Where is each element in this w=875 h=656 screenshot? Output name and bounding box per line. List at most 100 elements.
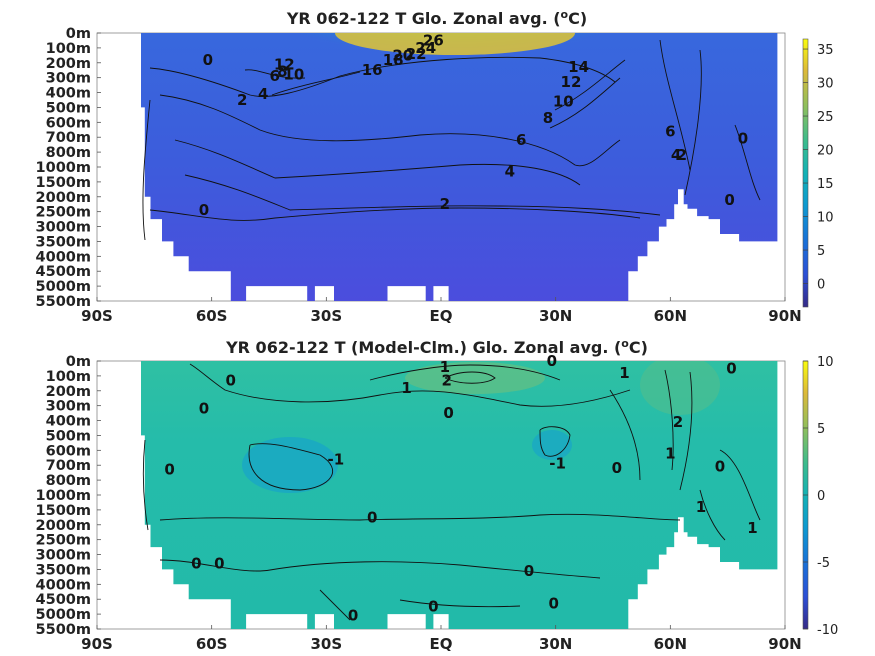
contour-label: 0 xyxy=(547,352,557,370)
y-tick-label: 3500m xyxy=(36,234,91,250)
y-tick-label: 400m xyxy=(46,86,91,102)
contour-label: 1 xyxy=(665,444,675,462)
y-axis: 0m100m200m300m400m500m600m700m800m1000m1… xyxy=(36,26,101,310)
x-tick-label: 90N xyxy=(768,635,801,653)
colorbar-tick-label: 25 xyxy=(817,110,834,125)
contour-label: 0 xyxy=(191,554,201,572)
temperature-field xyxy=(141,33,778,301)
contour-label: 0 xyxy=(724,191,734,209)
contour-label: 4 xyxy=(505,162,515,180)
colorbar-tick-label: 10 xyxy=(817,355,834,370)
contour-label: 2 xyxy=(673,413,683,431)
y-tick-label: 2500m xyxy=(36,205,91,221)
y-tick-label: 100m xyxy=(46,369,91,385)
colorbar-tick-label: 20 xyxy=(817,144,834,159)
y-tick-label: 1000m xyxy=(36,488,91,504)
contour-label: 1 xyxy=(401,379,411,397)
contour-label: 6 xyxy=(665,122,675,140)
y-tick-label: 800m xyxy=(46,473,91,489)
contour-label: 26 xyxy=(423,31,444,49)
x-tick-label: 60S xyxy=(196,635,228,653)
colorbar-tick-label: -10 xyxy=(817,623,838,638)
x-axis: 90S 60S 30S EQ 30N 60N 90N xyxy=(81,625,802,653)
y-tick-label: 1500m xyxy=(36,503,91,519)
contour-label: 2 xyxy=(677,146,687,164)
x-tick-label: 90N xyxy=(768,307,801,325)
contour-label: 0 xyxy=(203,51,213,69)
colorbar-tick-label: 0 xyxy=(817,489,825,504)
contour-label: 2 xyxy=(442,371,452,389)
contour-label: 14 xyxy=(568,58,589,76)
contour-label: 0 xyxy=(348,607,358,625)
contour-label: 1 xyxy=(747,519,757,537)
colorbar xyxy=(802,38,809,308)
y-tick-label: 300m xyxy=(46,399,91,415)
panel-title: YR 062-122 T (Model-Clm.) Glo. Zonal avg… xyxy=(225,337,648,357)
contour-label: 24 xyxy=(415,39,436,57)
y-tick-label: 4500m xyxy=(36,592,91,608)
y-tick-label: 4000m xyxy=(36,577,91,593)
contour-label: 0 xyxy=(214,554,224,572)
contour-label: 2 xyxy=(440,195,450,213)
colorbar-tick-label: -5 xyxy=(817,556,830,571)
contour-label: 1 xyxy=(619,364,629,382)
y-tick-label: 4500m xyxy=(36,264,91,280)
x-tick-label: 30N xyxy=(539,635,572,653)
y-tick-label: 5000m xyxy=(36,607,91,623)
x-tick-label: 30N xyxy=(539,307,572,325)
y-tick-label: 200m xyxy=(46,384,91,400)
colorbar-tick-label: 10 xyxy=(817,211,834,226)
contour-label: 10 xyxy=(553,92,574,110)
y-tick-label: 500m xyxy=(46,428,91,444)
x-tick-label: EQ xyxy=(430,307,453,325)
contour-label: 8 xyxy=(543,109,553,127)
y-tick-label: 2500m xyxy=(36,533,91,549)
x-tick-label: 30S xyxy=(310,635,342,653)
temperature-difference-panel: YR 062-122 T (Model-Clm.) Glo. Zonal avg… xyxy=(36,337,839,653)
y-tick-label: 800m xyxy=(46,145,91,161)
y-tick-label: 0m xyxy=(66,354,91,370)
y-tick-label: 4000m xyxy=(36,249,91,265)
x-axis: 90S 60S 30S EQ 30N 60N 90N xyxy=(81,297,802,325)
temperature-panel: YR 062-122 T Glo. Zonal avg. (oC) 262422… xyxy=(36,8,834,325)
contour-label: 0 xyxy=(549,595,559,613)
y-tick-label: 700m xyxy=(46,130,91,146)
y-tick-label: 600m xyxy=(46,443,91,459)
colorbar-tick-label: 5 xyxy=(817,244,825,259)
x-tick-label: 60N xyxy=(654,307,687,325)
y-tick-label: 5500m xyxy=(36,294,91,310)
contour-lines xyxy=(142,39,761,241)
contour-label: -1 xyxy=(549,455,566,473)
contour-label: 4 xyxy=(671,146,681,164)
contour-label: 0 xyxy=(226,371,236,389)
y-tick-label: 1500m xyxy=(36,175,91,191)
y-tick-label: 2000m xyxy=(36,518,91,534)
contour-label: 16 xyxy=(362,61,383,79)
y-tick-label: 200m xyxy=(46,56,91,72)
contour-label: 22 xyxy=(406,45,427,63)
y-tick-label: 100m xyxy=(46,41,91,57)
y-axis: 0m100m200m300m400m500m600m700m800m1000m1… xyxy=(36,354,101,638)
y-tick-label: 300m xyxy=(46,71,91,87)
contour-label: 1 xyxy=(696,498,706,516)
contour-label: 20 xyxy=(392,46,413,64)
colorbar-tick-label: 35 xyxy=(817,43,834,58)
x-tick-label: 90S xyxy=(81,307,113,325)
y-tick-label: 3500m xyxy=(36,562,91,578)
y-tick-label: 1000m xyxy=(36,160,91,176)
contour-label: 10 xyxy=(283,66,304,84)
contour-label: 0 xyxy=(612,459,622,477)
contour-label: 0 xyxy=(199,400,209,418)
y-tick-label: 500m xyxy=(46,100,91,116)
contour-label: 0 xyxy=(367,508,377,526)
contour-label: 0 xyxy=(524,562,534,580)
y-tick-label: 3000m xyxy=(36,220,91,236)
contour-label: 6 xyxy=(516,131,526,149)
contour-label: 2 xyxy=(237,91,247,109)
y-tick-label: 5500m xyxy=(36,622,91,638)
y-tick-label: 0m xyxy=(66,26,91,42)
contour-label: 0 xyxy=(726,359,736,377)
